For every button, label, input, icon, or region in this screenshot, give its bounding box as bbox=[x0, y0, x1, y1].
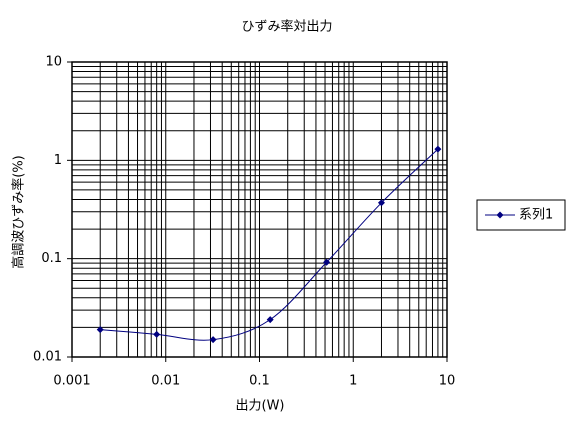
x-tick-label: 0.1 bbox=[249, 374, 270, 389]
data-point bbox=[377, 199, 385, 207]
x-tick-label: 10 bbox=[439, 374, 456, 389]
x-tick-label: 0.01 bbox=[151, 374, 180, 389]
y-axis-label: 高調波ひずみ率(%) bbox=[11, 155, 27, 269]
chart-title: ひずみ率対出力 bbox=[241, 19, 332, 35]
x-tick-label: 0.001 bbox=[53, 374, 90, 389]
plot-border bbox=[71, 61, 448, 358]
legend-label: 系列1 bbox=[519, 208, 553, 223]
data-point bbox=[434, 145, 442, 153]
y-tick-label: 0.1 bbox=[41, 251, 62, 266]
y-tick-label: 10 bbox=[45, 55, 62, 70]
data-point bbox=[96, 326, 104, 334]
y-tick-label: 0.01 bbox=[33, 350, 62, 365]
x-tick-label: 1 bbox=[349, 374, 357, 389]
x-axis-label: 出力(W) bbox=[236, 399, 285, 414]
y-tick-label: 1 bbox=[54, 153, 62, 168]
legend-marker bbox=[496, 211, 504, 219]
data-point bbox=[153, 330, 161, 338]
data-point bbox=[209, 336, 217, 344]
data-point bbox=[323, 258, 331, 266]
data-point bbox=[266, 316, 274, 324]
